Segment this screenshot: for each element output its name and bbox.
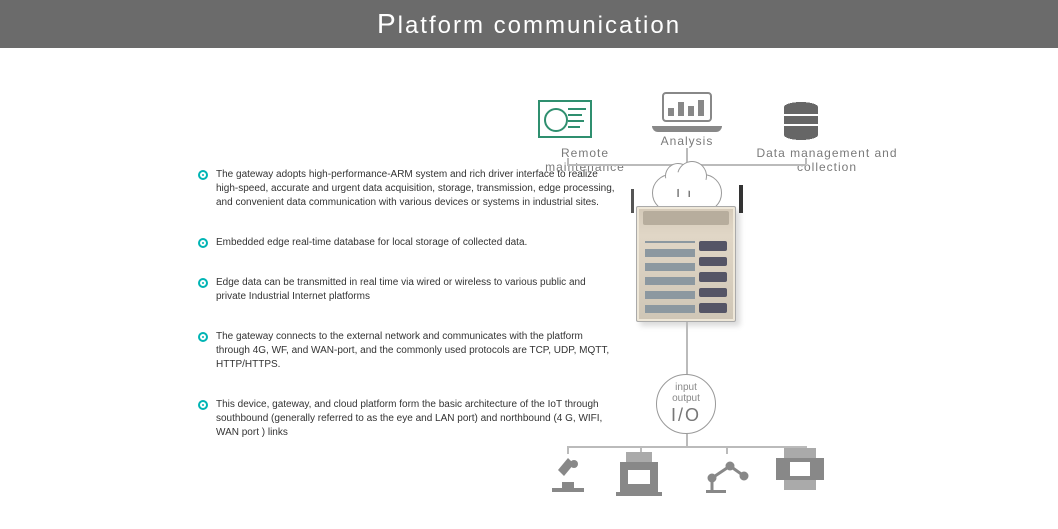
antenna-icon bbox=[739, 185, 743, 213]
bullet-text: This device, gateway, and cloud platform… bbox=[216, 399, 602, 438]
robot-arm-icon bbox=[706, 456, 750, 499]
page-title: Platform communication bbox=[377, 8, 681, 40]
io-line1: input bbox=[675, 382, 697, 393]
connector-line bbox=[567, 446, 569, 454]
remote-maintenance-label: Remote maintenance bbox=[520, 146, 650, 174]
connector-line bbox=[567, 158, 569, 164]
bullet-text: The gateway connects to the external net… bbox=[216, 331, 609, 370]
antenna-icon bbox=[631, 189, 634, 213]
connector-line bbox=[726, 446, 728, 454]
analysis-icon bbox=[652, 92, 722, 132]
content-area: The gateway adopts high-performance-ARM … bbox=[0, 48, 1058, 529]
bullet-icon bbox=[198, 278, 208, 288]
data-mgmt-label: Data management and collection bbox=[732, 146, 922, 174]
bullet-item: The gateway connects to the external net… bbox=[198, 330, 618, 372]
page-header: Platform communication bbox=[0, 0, 1058, 48]
analysis-label: Analysis bbox=[652, 134, 722, 148]
bullet-icon bbox=[198, 400, 208, 410]
title-cap: P bbox=[377, 8, 398, 39]
printer-icon bbox=[772, 446, 828, 497]
machine-icon bbox=[614, 452, 664, 503]
bullet-icon bbox=[198, 170, 208, 180]
bullet-icon bbox=[198, 332, 208, 342]
connector-line bbox=[805, 158, 807, 164]
io-big: I/O bbox=[671, 406, 701, 426]
title-rest: latform communication bbox=[398, 12, 681, 39]
remote-maintenance-icon bbox=[538, 100, 592, 138]
device-ports bbox=[699, 241, 727, 313]
database-icon bbox=[784, 102, 818, 140]
bullet-text: The gateway adopts high-performance-ARM … bbox=[216, 169, 615, 208]
bullet-item: The gateway adopts high-performance-ARM … bbox=[198, 168, 618, 210]
bullet-list: The gateway adopts high-performance-ARM … bbox=[198, 168, 618, 466]
bullet-text: Edge data can be transmitted in real tim… bbox=[216, 277, 586, 302]
remote-maintenance-node bbox=[538, 100, 592, 138]
gateway-device bbox=[636, 206, 736, 322]
connector-line bbox=[686, 322, 688, 376]
bullet-item: Embedded edge real-time database for loc… bbox=[198, 236, 618, 250]
connector-line bbox=[686, 434, 688, 446]
analysis-node bbox=[652, 92, 722, 132]
microscope-icon bbox=[548, 454, 588, 499]
io-node: input output I/O bbox=[656, 374, 716, 434]
bullet-icon bbox=[198, 238, 208, 248]
connector-line bbox=[567, 446, 806, 448]
bullet-text: Embedded edge real-time database for loc… bbox=[216, 237, 527, 248]
io-line2: output bbox=[672, 393, 700, 404]
bullet-item: Edge data can be transmitted in real tim… bbox=[198, 276, 618, 304]
data-mgmt-node bbox=[784, 102, 818, 140]
bullet-item: This device, gateway, and cloud platform… bbox=[198, 398, 618, 440]
cloud-label: IT bbox=[676, 184, 698, 202]
